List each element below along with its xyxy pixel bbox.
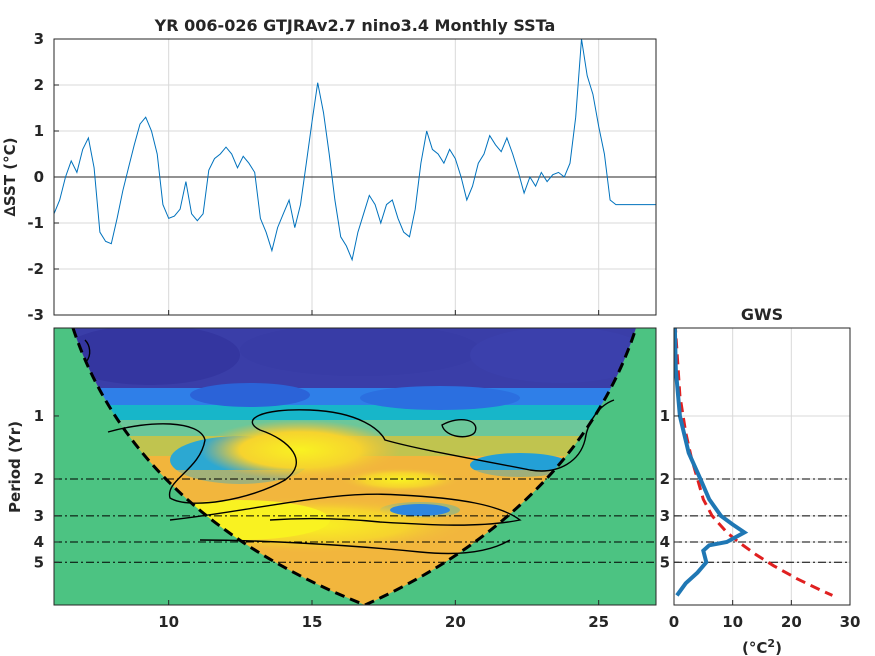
sst-panel: -3 -2 -1 0 1 2 3 ∆SST (°C) [1,30,657,324]
wavelet-y-tick-label: 3 [34,507,44,525]
wavelet-y-tick-label: 4 [34,533,44,551]
sst-series-line [53,38,656,262]
gws-y-tick-label: 3 [660,507,670,525]
wavelet-y-axis-label: Period (Yr) [6,421,24,513]
wavelet-x-tick-label: 20 [445,613,466,631]
gws-x-tick-label: 10 [722,613,743,631]
sst-y-tick-label: 0 [34,168,44,186]
gws-x-tick-label: 0 [669,613,679,631]
gws-x-tick-label: 30 [840,613,861,631]
sst-y-tick-label: 3 [34,30,44,48]
wavelet-x-tick-label: 15 [302,613,323,631]
gws-x-tick-label: 20 [781,613,802,631]
cone-of-influence-line [71,328,638,605]
wavelet-x-tick-label: 10 [158,613,179,631]
sst-y-tick-label: -3 [27,306,44,324]
sst-y-tick-label: -2 [27,260,44,278]
sst-y-tick-label: -1 [27,214,44,232]
gws-reference-lines [674,478,850,563]
gws-title: GWS [741,305,783,324]
gws-panel: GWS 1 2 3 4 5 0 10 20 30 (°C2) [660,305,861,656]
gws-y-tick-label: 2 [660,470,670,488]
wavelet-reference-lines [54,478,656,563]
sst-y-axis-label: ∆SST (°C) [1,137,19,216]
gws-x-ticks: 0 10 20 30 [669,600,861,631]
wavelet-y-tick-label: 2 [34,470,44,488]
gws-y-tick-label: 4 [660,533,670,551]
sst-y-tick-label: 2 [34,76,44,94]
wavelet-x-ticks: 10 15 20 25 [158,600,609,631]
wavelet-panel: 1 2 3 4 5 10 15 20 25 Period (Yr) [6,327,657,631]
gws-frame [673,327,851,606]
wavelet-frame [53,327,657,606]
sst-y-ticks: -3 -2 -1 0 1 2 3 [27,30,600,324]
sst-y-tick-label: 1 [34,122,44,140]
gws-y-tick-label: 5 [660,553,670,571]
gws-y-ticks: 1 2 3 4 5 [660,407,679,571]
gws-spectrum-line [674,328,749,597]
gws-y-tick-label: 1 [660,407,670,425]
wavelet-power-field [73,328,636,605]
wavelet-y-ticks: 1 2 3 4 5 [34,407,59,571]
gws-x-axis-label: (°C2) [742,637,782,656]
wavelet-y-tick-label: 1 [34,407,44,425]
gws-plot-area [674,328,850,605]
significance-contours [84,339,615,555]
chart-title: YR 006-026 GTJRAv2.7 nino3.4 Monthly SST… [154,16,556,35]
wavelet-x-tick-label: 25 [588,613,609,631]
wavelet-y-tick-label: 5 [34,553,44,571]
